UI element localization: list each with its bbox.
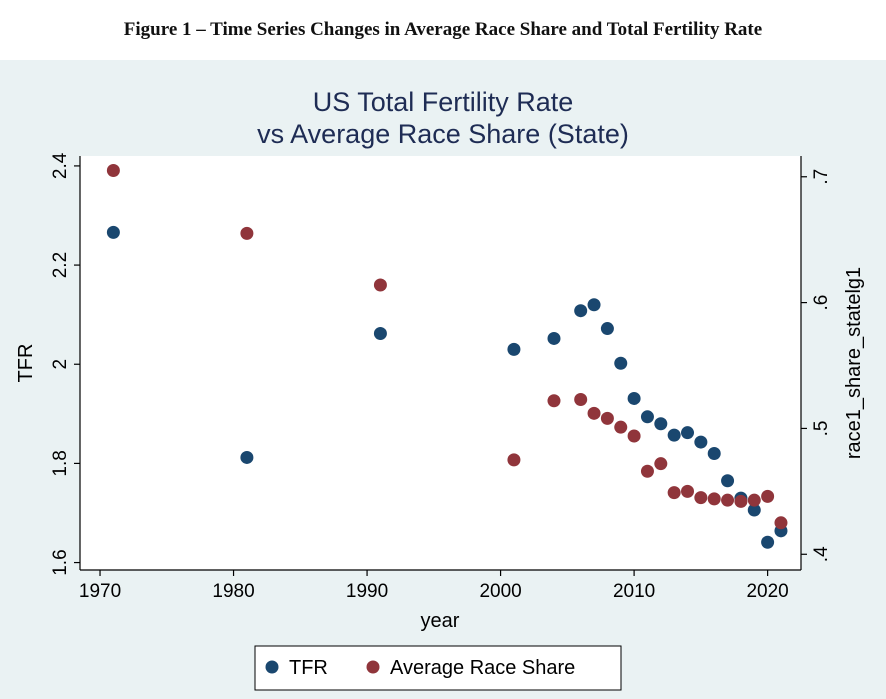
point-tfr xyxy=(761,535,775,549)
y-tick-label: 2.2 xyxy=(50,252,71,278)
point-tfr xyxy=(507,342,521,356)
point-average-race-share xyxy=(574,392,588,406)
point-average-race-share xyxy=(373,278,387,292)
legend-marker-average-race-share xyxy=(366,660,380,674)
y2-tick-label: .6 xyxy=(811,295,832,311)
point-average-race-share xyxy=(614,420,628,434)
point-average-race-share xyxy=(654,457,668,471)
point-average-race-share xyxy=(707,492,721,506)
point-average-race-share xyxy=(600,411,614,425)
y-axis-left: 1.6 1.8 2 2.2 2.4 xyxy=(50,152,81,576)
x-tick-label: 2010 xyxy=(613,581,655,602)
point-average-race-share xyxy=(681,484,695,498)
y2-axis-label: race1_share_statelg1 xyxy=(843,267,865,459)
y2-tick-label: .5 xyxy=(811,421,832,437)
data-points xyxy=(106,163,788,549)
legend-marker-tfr xyxy=(265,660,279,674)
point-tfr xyxy=(640,410,654,424)
point-tfr xyxy=(694,435,708,449)
point-average-race-share xyxy=(587,406,601,420)
point-average-race-share xyxy=(507,453,521,467)
x-tick-label: 2020 xyxy=(746,581,788,602)
y-tick-label: 1.6 xyxy=(50,549,71,575)
point-average-race-share xyxy=(547,394,561,408)
point-tfr xyxy=(373,326,387,340)
legend-box xyxy=(254,645,622,691)
y-tick-label: 1.8 xyxy=(50,450,71,476)
legend-label-average-race-share: Average Race Share xyxy=(390,657,575,679)
y-axis-label: TFR xyxy=(15,344,37,383)
point-average-race-share xyxy=(734,494,748,508)
point-average-race-share xyxy=(747,493,761,507)
point-average-race-share xyxy=(106,163,120,177)
point-tfr xyxy=(627,391,641,405)
point-average-race-share xyxy=(627,429,641,443)
point-tfr xyxy=(547,331,561,345)
legend-label-tfr: TFR xyxy=(289,657,328,679)
x-tick-label: 2000 xyxy=(479,581,521,602)
x-axis: 1970 1980 1990 2000 2010 2020 xyxy=(79,569,801,602)
point-tfr xyxy=(587,298,601,312)
point-average-race-share xyxy=(761,489,775,503)
x-tick-label: 1970 xyxy=(79,581,121,602)
x-tick-label: 1980 xyxy=(212,581,254,602)
point-tfr xyxy=(667,428,681,442)
point-tfr xyxy=(614,356,628,370)
chart-title: US Total Fertility Rate xyxy=(313,87,574,117)
y2-tick-label: .7 xyxy=(811,169,832,185)
point-average-race-share xyxy=(694,491,708,505)
legend: TFR Average Race Share xyxy=(254,645,622,691)
point-average-race-share xyxy=(774,516,788,530)
chart-subtitle: vs Average Race Share (State) xyxy=(257,119,629,149)
figure-caption: Figure 1 – Time Series Changes in Averag… xyxy=(123,19,763,40)
y-axis-right: .4 .5 .6 .7 xyxy=(800,156,832,570)
point-average-race-share xyxy=(640,464,654,478)
point-tfr xyxy=(240,450,254,464)
point-tfr xyxy=(721,474,735,488)
point-tfr xyxy=(707,446,721,460)
y2-tick-label: .4 xyxy=(811,546,832,562)
point-tfr xyxy=(574,304,588,318)
point-tfr xyxy=(654,417,668,431)
point-average-race-share xyxy=(667,486,681,500)
chart: US Total Fertility Rate vs Average Race … xyxy=(0,60,886,699)
point-average-race-share xyxy=(240,226,254,240)
x-axis-label: year xyxy=(421,610,460,632)
y-tick-label: 2.4 xyxy=(50,152,71,179)
point-average-race-share xyxy=(721,493,735,507)
point-tfr xyxy=(681,426,695,440)
point-tfr xyxy=(600,322,614,336)
y-tick-label: 2 xyxy=(50,359,71,370)
x-tick-label: 1990 xyxy=(346,581,388,602)
plot-area xyxy=(80,156,801,570)
point-tfr xyxy=(747,503,761,517)
point-tfr xyxy=(106,225,120,239)
